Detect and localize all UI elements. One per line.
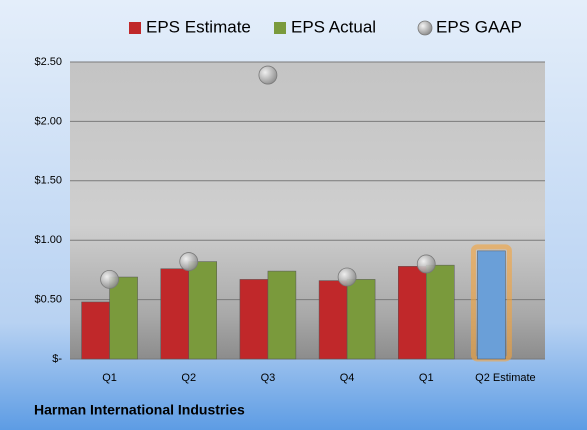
bar — [477, 250, 506, 360]
bar — [160, 268, 189, 360]
bar — [239, 279, 269, 360]
legend-label: EPS Estimate — [146, 17, 251, 36]
bar — [109, 276, 138, 360]
x-tick-label: Q2 — [181, 372, 196, 384]
x-tick-label: Q4 — [340, 372, 355, 384]
bar — [81, 301, 110, 360]
bar — [398, 266, 427, 360]
y-tick-label: $1.50 — [34, 175, 62, 187]
x-tick-label: Q3 — [261, 372, 276, 384]
y-tick-label: $1.00 — [34, 234, 62, 246]
gaap-marker — [100, 270, 119, 289]
x-tick-label: Q1 — [419, 372, 434, 384]
y-tick-label: $2.50 — [34, 56, 62, 68]
gaap-marker — [258, 65, 278, 85]
bar — [188, 261, 217, 360]
footer: Harman International Industries — [34, 402, 245, 418]
legend-label: EPS GAAP — [436, 17, 522, 36]
y-tick-label: $0.50 — [34, 294, 62, 306]
gaap-marker — [179, 252, 199, 271]
x-tick-label: Q2 Estimate — [475, 372, 536, 384]
gaap-marker — [337, 267, 357, 287]
legend-label: EPS Actual — [291, 17, 376, 36]
bar — [267, 270, 297, 360]
bar — [346, 279, 376, 360]
y-tick-label: $2.00 — [34, 115, 62, 127]
y-tick-label: $- — [52, 353, 62, 365]
legend-marker — [274, 22, 286, 34]
bar — [318, 280, 348, 360]
x-tick-label: Q1 — [102, 372, 117, 384]
gaap-marker — [416, 254, 436, 274]
legend-marker — [129, 22, 141, 34]
legend-marker — [417, 20, 433, 36]
bar — [426, 264, 455, 360]
plot-area — [70, 62, 545, 359]
